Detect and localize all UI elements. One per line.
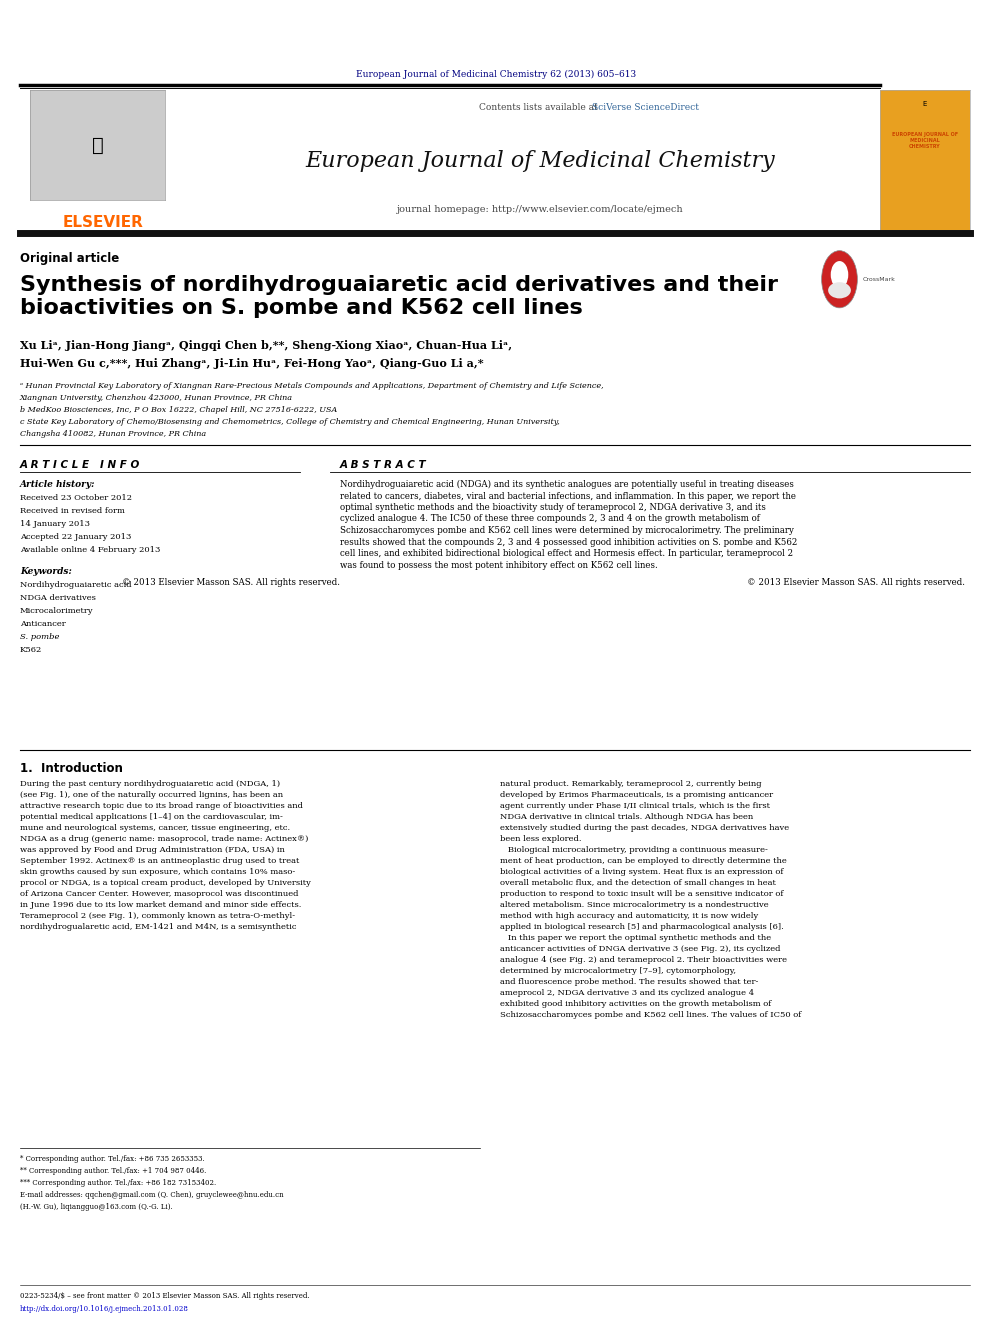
Text: *** Corresponding author. Tel./fax: +86 182 73153402.: *** Corresponding author. Tel./fax: +86 … [20, 1179, 216, 1187]
Text: Article history:: Article history: [20, 480, 95, 490]
Text: Nordihydroguaiaretic acid (NDGA) and its synthetic analogues are potentially use: Nordihydroguaiaretic acid (NDGA) and its… [340, 480, 794, 490]
Text: was approved by Food and Drug Administration (FDA, USA) in: was approved by Food and Drug Administra… [20, 845, 285, 855]
Text: 0223-5234/$ – see front matter © 2013 Elsevier Masson SAS. All rights reserved.: 0223-5234/$ – see front matter © 2013 El… [20, 1293, 310, 1301]
Text: ELSEVIER: ELSEVIER [62, 216, 144, 230]
Text: NDGA as a drug (generic name: masoprocol, trade name: Actinex®): NDGA as a drug (generic name: masoprocol… [20, 835, 309, 843]
Text: (H.-W. Gu), liqiangguo@163.com (Q.-G. Li).: (H.-W. Gu), liqiangguo@163.com (Q.-G. Li… [20, 1203, 173, 1211]
Text: Original article: Original article [20, 251, 119, 265]
Text: NDGA derivatives: NDGA derivatives [20, 594, 96, 602]
Text: of Arizona Cancer Center. However, masoprocol was discontinued: of Arizona Cancer Center. However, masop… [20, 890, 299, 898]
Text: Contents lists available at: Contents lists available at [479, 103, 601, 112]
Text: Microcalorimetry: Microcalorimetry [20, 607, 93, 615]
Text: Anticancer: Anticancer [20, 620, 65, 628]
Text: mune and neurological systems, cancer, tissue engineering, etc.: mune and neurological systems, cancer, t… [20, 824, 290, 832]
Text: altered metabolism. Since microcalorimetry is a nondestructive: altered metabolism. Since microcalorimet… [500, 901, 769, 909]
Text: A B S T R A C T: A B S T R A C T [340, 460, 427, 470]
Text: Keywords:: Keywords: [20, 568, 71, 576]
Text: Received 23 October 2012: Received 23 October 2012 [20, 493, 132, 501]
Text: procol or NDGA, is a topical cream product, developed by University: procol or NDGA, is a topical cream produ… [20, 878, 310, 886]
Text: Xu Liᵃ, Jian-Hong Jiangᵃ, Qingqi Chen b,**, Sheng-Xiong Xiaoᵃ, Chuan-Hua Liᵃ,: Xu Liᵃ, Jian-Hong Jiangᵃ, Qingqi Chen b,… [20, 340, 512, 351]
Text: exhibited good inhibitory activities on the growth metabolism of: exhibited good inhibitory activities on … [500, 1000, 772, 1008]
Text: Available online 4 February 2013: Available online 4 February 2013 [20, 546, 161, 554]
Text: c State Key Laboratory of Chemo/Biosensing and Chemometrics, College of Chemistr: c State Key Laboratory of Chemo/Biosensi… [20, 418, 559, 426]
Ellipse shape [821, 250, 857, 308]
Text: EUROPEAN JOURNAL OF
MEDICINAL
CHEMISTRY: EUROPEAN JOURNAL OF MEDICINAL CHEMISTRY [892, 132, 958, 148]
Text: ᵃ Hunan Provincial Key Laboratory of Xiangnan Rare-Precious Metals Compounds and: ᵃ Hunan Provincial Key Laboratory of Xia… [20, 382, 603, 390]
Text: European Journal of Medicinal Chemistry 62 (2013) 605–613: European Journal of Medicinal Chemistry … [356, 70, 636, 79]
Text: method with high accuracy and automaticity, it is now widely: method with high accuracy and automatici… [500, 912, 758, 919]
Text: attractive research topic due to its broad range of bioactivities and: attractive research topic due to its bro… [20, 802, 303, 810]
Text: In this paper we report the optimal synthetic methods and the: In this paper we report the optimal synt… [500, 934, 771, 942]
Ellipse shape [830, 261, 848, 288]
Text: nordihydrogualaretic acid, EM-1421 and M4N, is a semisynthetic: nordihydrogualaretic acid, EM-1421 and M… [20, 923, 297, 931]
Text: http://dx.doi.org/10.1016/j.ejmech.2013.01.028: http://dx.doi.org/10.1016/j.ejmech.2013.… [20, 1304, 188, 1312]
Text: Schizosaccharomyces pombe and K562 cell lines. The values of IC50 of: Schizosaccharomyces pombe and K562 cell … [500, 1011, 802, 1019]
Text: ameprocol 2, NDGA derivative 3 and its cyclized analogue 4: ameprocol 2, NDGA derivative 3 and its c… [500, 990, 754, 998]
Text: ment of heat production, can be employed to directly determine the: ment of heat production, can be employed… [500, 857, 787, 865]
Text: E: E [923, 101, 928, 107]
Text: © 2013 Elsevier Masson SAS. All rights reserved.: © 2013 Elsevier Masson SAS. All rights r… [122, 578, 340, 587]
Text: NDGA derivative in clinical trials. Although NDGA has been: NDGA derivative in clinical trials. Alth… [500, 814, 753, 822]
Text: potential medical applications [1–4] on the cardiovascular, im-: potential medical applications [1–4] on … [20, 814, 283, 822]
Text: anticancer activities of DNGA derivative 3 (see Fig. 2), its cyclized: anticancer activities of DNGA derivative… [500, 945, 781, 953]
Text: European Journal of Medicinal Chemistry: European Journal of Medicinal Chemistry [306, 149, 775, 172]
Text: results showed that the compounds 2, 3 and 4 possessed good inhibition activitie: results showed that the compounds 2, 3 a… [340, 537, 798, 546]
Text: A R T I C L E   I N F O: A R T I C L E I N F O [20, 460, 141, 470]
Text: 14 January 2013: 14 January 2013 [20, 520, 90, 528]
Text: determined by microcalorimetry [7–9], cytomorphology,: determined by microcalorimetry [7–9], cy… [500, 967, 736, 975]
Text: developed by Erimos Pharmaceuticals, is a promising anticancer: developed by Erimos Pharmaceuticals, is … [500, 791, 773, 799]
Text: Synthesis of nordihydroguaiaretic acid derivatives and their: Synthesis of nordihydroguaiaretic acid d… [20, 275, 778, 295]
Text: Received in revised form: Received in revised form [20, 507, 125, 515]
Text: and fluorescence probe method. The results showed that ter-: and fluorescence probe method. The resul… [500, 978, 758, 986]
Text: E-mail addresses: qqchen@gmail.com (Q. Chen), gruyclewee@hnu.edu.cn: E-mail addresses: qqchen@gmail.com (Q. C… [20, 1191, 284, 1199]
Text: Changsha 410082, Hunan Province, PR China: Changsha 410082, Hunan Province, PR Chin… [20, 430, 206, 438]
Text: * Corresponding author. Tel./fax: +86 735 2653353.: * Corresponding author. Tel./fax: +86 73… [20, 1155, 204, 1163]
Text: skin growths caused by sun exposure, which contains 10% maso-: skin growths caused by sun exposure, whi… [20, 868, 296, 876]
Text: Schizosaccharomyces pombe and K562 cell lines were determined by microcalorimetr: Schizosaccharomyces pombe and K562 cell … [340, 527, 794, 534]
Text: 1.  Introduction: 1. Introduction [20, 762, 123, 775]
Text: Nordihydroguaiaretic acid: Nordihydroguaiaretic acid [20, 581, 132, 589]
Text: (see Fig. 1), one of the naturally occurred lignins, has been an: (see Fig. 1), one of the naturally occur… [20, 791, 283, 799]
Text: K562: K562 [20, 646, 43, 654]
Text: agent currently under Phase I/II clinical trials, which is the first: agent currently under Phase I/II clinica… [500, 802, 770, 810]
Text: cell lines, and exhibited bidirectional biological effect and Hormesis effect. I: cell lines, and exhibited bidirectional … [340, 549, 794, 558]
Text: September 1992. Actinex® is an antineoplastic drug used to treat: September 1992. Actinex® is an antineopl… [20, 857, 300, 865]
Text: production to respond to toxic insult will be a sensitive indicator of: production to respond to toxic insult wi… [500, 890, 784, 898]
Text: SciVerse ScienceDirect: SciVerse ScienceDirect [592, 103, 699, 112]
Text: Biological microcalorimetry, providing a continuous measure-: Biological microcalorimetry, providing a… [500, 845, 768, 855]
Text: extensively studied during the past decades, NDGA derivatives have: extensively studied during the past deca… [500, 824, 789, 832]
Text: S. pombe: S. pombe [20, 632, 60, 642]
Text: Xiangnan University, Chenzhou 423000, Hunan Province, PR China: Xiangnan University, Chenzhou 423000, Hu… [20, 394, 293, 402]
Text: optimal synthetic methods and the bioactivity study of terameprocol 2, NDGA deri: optimal synthetic methods and the bioact… [340, 503, 766, 512]
Text: bioactivities on S. pombe and K562 cell lines: bioactivities on S. pombe and K562 cell … [20, 298, 582, 318]
Text: analogue 4 (see Fig. 2) and terameprocol 2. Their bioactivities were: analogue 4 (see Fig. 2) and terameprocol… [500, 957, 787, 964]
Text: journal homepage: http://www.elsevier.com/locate/ejmech: journal homepage: http://www.elsevier.co… [397, 205, 683, 214]
Text: natural product. Remarkably, terameprocol 2, currently being: natural product. Remarkably, terameproco… [500, 781, 762, 789]
Ellipse shape [828, 282, 851, 299]
Text: been less explored.: been less explored. [500, 835, 581, 843]
Text: © 2013 Elsevier Masson SAS. All rights reserved.: © 2013 Elsevier Masson SAS. All rights r… [747, 578, 965, 587]
Text: applied in biological research [5] and pharmacological analysis [6].: applied in biological research [5] and p… [500, 923, 784, 931]
Text: Hui-Wen Gu c,***, Hui Zhangᵃ, Ji-Lin Huᵃ, Fei-Hong Yaoᵃ, Qiang-Guo Li a,*: Hui-Wen Gu c,***, Hui Zhangᵃ, Ji-Lin Huᵃ… [20, 359, 484, 369]
Text: in June 1996 due to its low market demand and minor side effects.: in June 1996 due to its low market deman… [20, 901, 302, 909]
Text: CrossMark: CrossMark [862, 277, 895, 282]
Text: Terameprocol 2 (see Fig. 1), commonly known as tetra-O-methyl-: Terameprocol 2 (see Fig. 1), commonly kn… [20, 912, 296, 919]
Text: ** Corresponding author. Tel./fax: +1 704 987 0446.: ** Corresponding author. Tel./fax: +1 70… [20, 1167, 206, 1175]
Text: was found to possess the most potent inhibitory effect on K562 cell lines.: was found to possess the most potent inh… [340, 561, 658, 569]
Text: related to cancers, diabetes, viral and bacterial infections, and inflammation. : related to cancers, diabetes, viral and … [340, 492, 796, 500]
Text: 🌿: 🌿 [91, 135, 103, 155]
Text: biological activities of a living system. Heat flux is an expression of: biological activities of a living system… [500, 868, 784, 876]
Text: cyclized analogue 4. The IC50 of these three compounds 2, 3 and 4 on the growth : cyclized analogue 4. The IC50 of these t… [340, 515, 760, 524]
Text: b MedKoo Biosciences, Inc, P O Box 16222, Chapel Hill, NC 27516-6222, USA: b MedKoo Biosciences, Inc, P O Box 16222… [20, 406, 337, 414]
Text: During the past century nordihydroguaiaretic acid (NDGA, 1): During the past century nordihydroguaiar… [20, 781, 280, 789]
Text: Accepted 22 January 2013: Accepted 22 January 2013 [20, 533, 131, 541]
Text: overall metabolic flux, and the detection of small changes in heat: overall metabolic flux, and the detectio… [500, 878, 776, 886]
